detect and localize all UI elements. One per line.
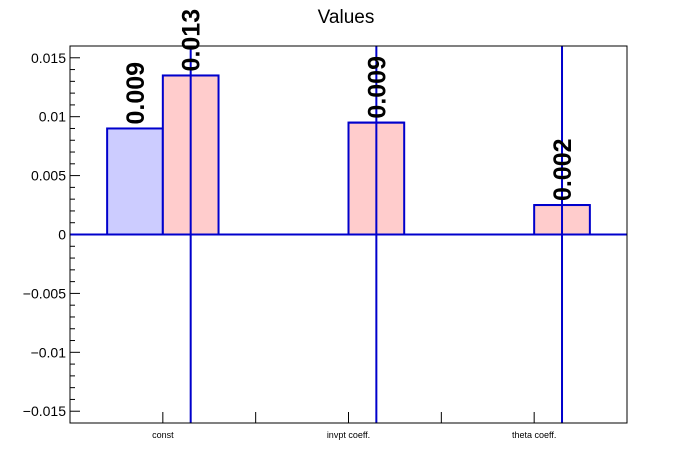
y-tick-label: 0.015 (31, 50, 66, 66)
y-tick-label: −0.01 (31, 344, 67, 360)
y-tick-label: −0.005 (23, 285, 66, 301)
data-label: 0.002 (549, 138, 577, 201)
plot-frame (69, 45, 628, 424)
data-label: 0.013 (178, 9, 206, 72)
y-tick-label: 0.005 (31, 168, 66, 184)
y-tick-label: 0 (58, 227, 66, 243)
x-category-label: const (152, 430, 174, 440)
x-category-label: invpt coeff. (327, 430, 370, 440)
plot-area: 0.015 0.01 0.005 0 −0.005 −0.01 −0.015 const inv… (23, 9, 627, 440)
data-label: 0.009 (363, 56, 391, 119)
bar (106, 127, 164, 236)
y-tick-label: −0.015 (23, 403, 66, 419)
data-label: 0.009 (122, 62, 150, 125)
chart-title: Values (318, 7, 375, 28)
x-category-label: theta coeff. (512, 430, 556, 440)
y-tick-label: 0.01 (39, 109, 66, 125)
